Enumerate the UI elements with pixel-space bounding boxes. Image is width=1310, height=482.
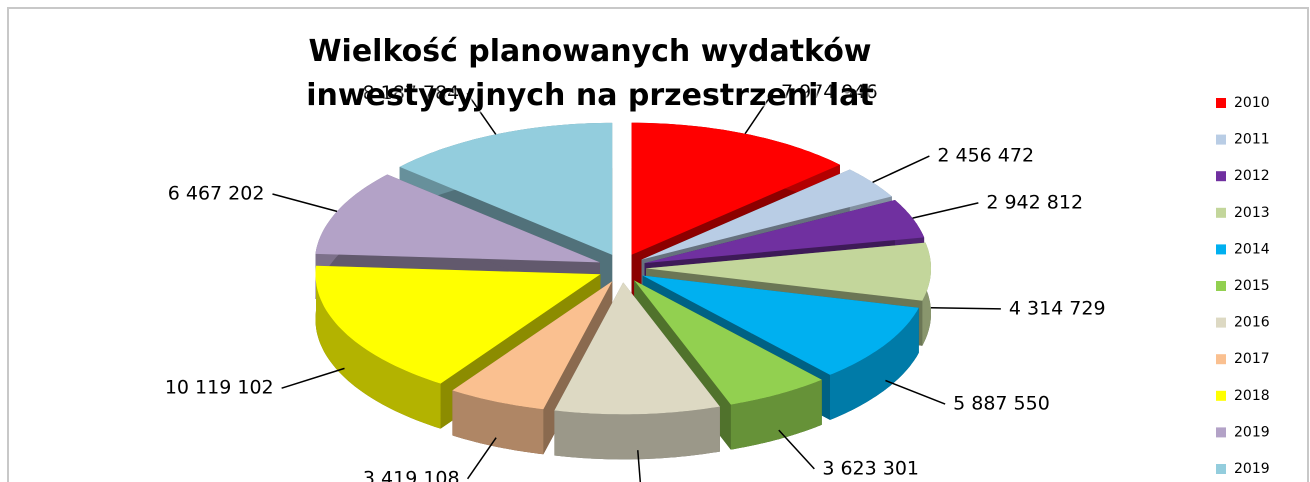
legend-swatch <box>1216 207 1226 218</box>
slice-rim <box>315 265 441 429</box>
leader-line <box>778 429 815 470</box>
data-label: 10 119 102 <box>165 377 274 399</box>
leader-line <box>885 379 946 405</box>
chart-title: Wielkość planowanych wydatków inwestycyj… <box>306 34 874 113</box>
slice-rim <box>830 307 919 420</box>
legend-label: 2016 <box>1234 315 1270 331</box>
legend-swatch <box>1216 281 1226 291</box>
legend: 2010 2011 2012 2013 2014 2015 2016 2017 2018 2019… <box>1216 95 1270 477</box>
data-label: 2 456 472 <box>937 145 1034 167</box>
legend-label: 2019 <box>1234 424 1270 440</box>
legend-label: 2019 <box>1234 461 1270 477</box>
slice-top <box>646 242 931 301</box>
slice-top <box>644 200 925 264</box>
slice-top <box>642 275 919 375</box>
slice-top <box>399 122 613 255</box>
slice-top <box>452 281 613 410</box>
leader-line <box>744 92 774 135</box>
slice-top <box>634 280 822 405</box>
legend-label: 2012 <box>1234 168 1270 184</box>
legend-swatch <box>1216 171 1226 182</box>
legend-swatch <box>1216 317 1226 328</box>
slice-rim <box>730 379 822 450</box>
legend-swatch <box>1216 390 1226 401</box>
chart-border <box>7 7 1309 482</box>
slice-top <box>554 282 720 415</box>
legend-swatch <box>1216 427 1226 438</box>
data-label: 2 942 812 <box>986 191 1083 213</box>
legend-label: 2010 <box>1234 95 1270 111</box>
legend-label: 2018 <box>1234 388 1270 404</box>
slice-rim <box>554 406 720 460</box>
data-label: 7 974 946 <box>781 81 878 103</box>
data-label: 5 887 550 <box>953 393 1050 415</box>
data-label: 3 623 301 <box>822 457 919 479</box>
legend-label: 2017 <box>1234 351 1270 367</box>
legend-label: 2011 <box>1234 132 1270 148</box>
leader-line <box>272 193 338 213</box>
data-label: 8 187 784 <box>362 82 459 104</box>
pie-slice <box>634 280 822 450</box>
legend-swatch <box>1216 464 1226 474</box>
leader-line <box>912 202 979 219</box>
leader-line <box>466 92 497 135</box>
data-label: 6 467 202 <box>168 183 265 205</box>
leader-line <box>281 367 345 389</box>
legend-swatch <box>1216 98 1226 108</box>
legend-swatch <box>1216 244 1226 255</box>
slice-top <box>315 174 600 263</box>
leader-line <box>466 437 497 480</box>
legend-label: 2015 <box>1234 278 1270 294</box>
leader-line <box>637 450 642 482</box>
slice-top <box>315 265 601 384</box>
slice-top <box>641 169 892 260</box>
slice-top <box>631 122 840 255</box>
slice-rim <box>452 390 544 455</box>
leader-line <box>872 155 930 184</box>
legend-swatch <box>1216 134 1226 145</box>
data-label: 4 314 729 <box>1009 297 1106 319</box>
legend-label: 2014 <box>1234 241 1270 257</box>
pie-slice <box>554 282 720 460</box>
legend-swatch <box>1216 354 1226 365</box>
legend-label: 2013 <box>1234 205 1270 221</box>
leader-line <box>930 306 1001 310</box>
pie <box>315 122 931 460</box>
data-label: 3 419 108 <box>363 467 460 482</box>
data-labels: 7 974 946 2 456 472 2 942 812 4 314 729 5 88… <box>165 81 1106 482</box>
